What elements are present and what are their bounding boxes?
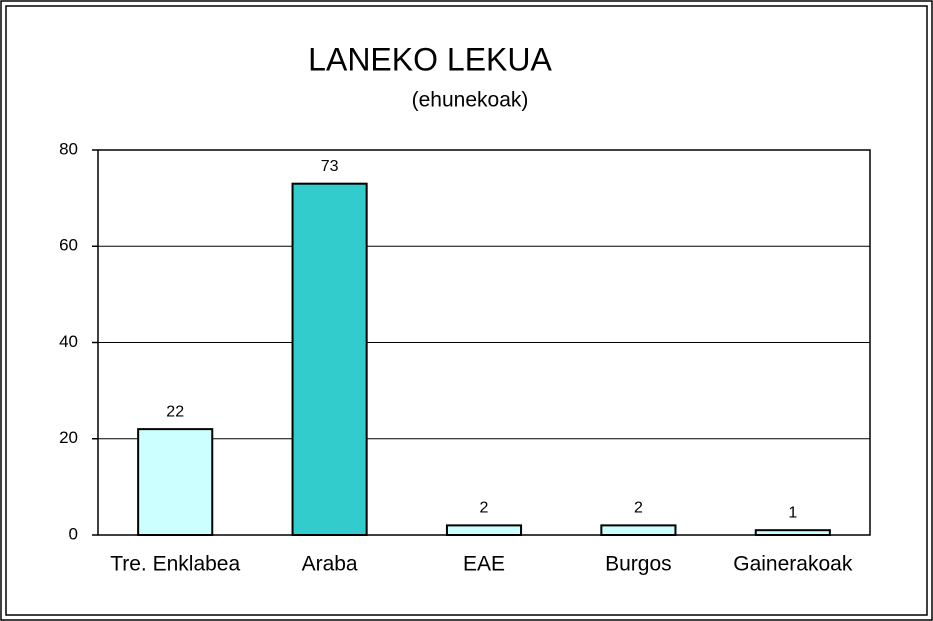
x-tick-label: Burgos [605,553,672,576]
data-label: 1 [788,504,797,521]
data-label: 2 [634,500,643,517]
y-tick-label: 0 [69,524,78,543]
data-label: 22 [166,403,184,420]
x-tick-label: Gainerakoak [733,553,853,576]
chart-title: LANEKO LEKUA [308,41,552,77]
y-tick-label: 80 [59,139,78,158]
y-tick-label: 20 [59,428,78,447]
bar [137,428,214,536]
y-tick-label: 60 [59,236,78,255]
bar [754,529,831,536]
y-tick-label: 40 [59,332,78,351]
x-tick-label: Tre. Enklabea [110,553,240,576]
bar [600,524,677,536]
x-tick-label: Araba [302,553,358,576]
data-label: 2 [480,500,489,517]
x-tick-label: EAE [463,553,505,576]
bar [291,182,368,536]
inner-border [5,5,928,616]
data-label: 73 [321,158,339,175]
chart-subtitle: (ehunekoak) [412,89,529,112]
bar [445,524,523,536]
